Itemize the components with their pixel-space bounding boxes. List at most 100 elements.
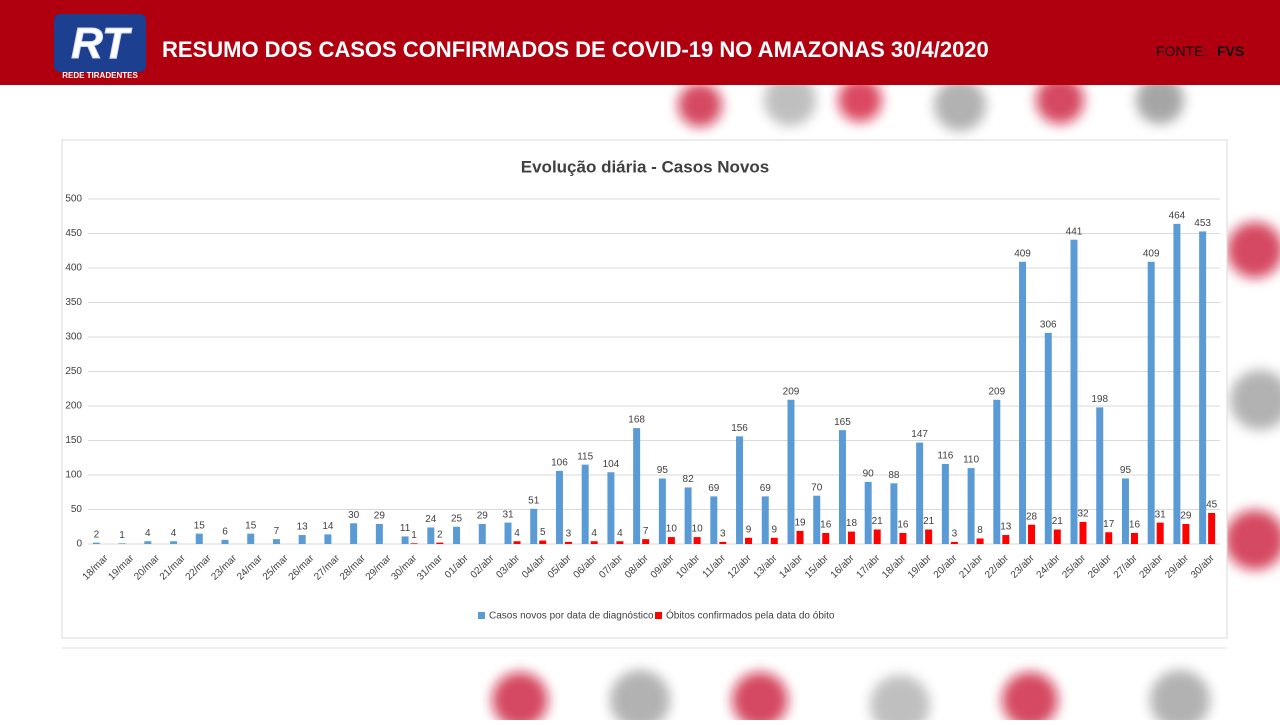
value-label: 30 xyxy=(348,510,360,521)
bar xyxy=(658,478,666,544)
bar xyxy=(899,532,907,544)
logo-box xyxy=(54,14,146,72)
value-label: 156 xyxy=(731,423,748,434)
value-label: 3 xyxy=(952,529,958,540)
value-label: 18 xyxy=(846,518,858,529)
bar xyxy=(170,541,178,544)
header-title: RESUMO DOS CASOS CONFIRMADOS DE COVID-19… xyxy=(162,37,989,62)
bar xyxy=(873,529,881,544)
y-tick-label: 100 xyxy=(65,470,82,481)
value-label: 306 xyxy=(1040,320,1057,331)
value-label: 7 xyxy=(274,526,280,537)
logo: RT xyxy=(71,19,132,68)
value-label: 19 xyxy=(794,518,806,529)
bar xyxy=(1199,231,1207,544)
value-label: 69 xyxy=(708,483,720,494)
bar xyxy=(633,428,641,544)
value-label: 24 xyxy=(425,514,437,525)
value-label: 2 xyxy=(94,529,100,540)
value-label: 104 xyxy=(603,459,620,470)
bar xyxy=(667,537,675,544)
bar xyxy=(684,487,692,544)
bar xyxy=(1182,523,1190,544)
bar xyxy=(590,541,598,544)
value-label: 1 xyxy=(411,530,417,541)
bar xyxy=(555,470,563,544)
value-label: 409 xyxy=(1143,248,1160,259)
value-label: 95 xyxy=(657,465,669,476)
bar xyxy=(144,541,152,544)
value-label: 90 xyxy=(863,469,875,480)
legend-swatch xyxy=(478,612,485,619)
bar xyxy=(92,542,100,544)
bar xyxy=(1070,239,1078,544)
bar xyxy=(504,522,512,544)
y-tick-label: 400 xyxy=(65,263,82,274)
value-label: 31 xyxy=(1155,509,1167,520)
value-label: 10 xyxy=(666,524,678,535)
value-label: 8 xyxy=(977,525,983,536)
bar xyxy=(375,523,383,544)
legend-label: Casos novos por data de diagnóstico xyxy=(489,611,654,622)
bar xyxy=(513,541,521,544)
value-label: 70 xyxy=(811,482,823,493)
value-label: 45 xyxy=(1206,500,1218,511)
value-label: 69 xyxy=(760,483,772,494)
value-label: 29 xyxy=(1180,511,1192,522)
value-label: 14 xyxy=(322,521,334,532)
bar xyxy=(607,472,615,544)
bar xyxy=(564,541,572,544)
bar xyxy=(436,542,444,544)
bar xyxy=(1147,261,1155,544)
value-label: 453 xyxy=(1194,218,1211,229)
bar xyxy=(410,543,418,544)
bar xyxy=(1121,478,1129,544)
chart-panel xyxy=(61,139,1228,639)
bar xyxy=(847,531,855,544)
bar xyxy=(1002,535,1010,544)
value-label: 2 xyxy=(437,529,443,540)
logo-subtitle: REDE TIRADENTES xyxy=(62,71,138,80)
bar xyxy=(642,539,650,544)
value-label: 29 xyxy=(374,511,386,522)
bar xyxy=(272,539,280,544)
value-label: 4 xyxy=(591,528,597,539)
bar xyxy=(1173,223,1181,544)
value-label: 88 xyxy=(888,470,900,481)
bar xyxy=(1053,529,1061,544)
value-label: 10 xyxy=(692,524,704,535)
y-tick-label: 450 xyxy=(65,228,82,239)
bar xyxy=(221,539,229,544)
value-label: 3 xyxy=(566,529,572,540)
bar xyxy=(350,523,358,544)
bar xyxy=(976,538,984,544)
value-label: 16 xyxy=(820,520,832,531)
bar xyxy=(581,464,589,544)
value-label: 3 xyxy=(720,529,726,540)
legend-label: Óbitos confirmados pela data do óbito xyxy=(666,609,835,622)
bar xyxy=(298,535,306,544)
value-label: 147 xyxy=(911,429,928,440)
value-label: 9 xyxy=(746,524,752,535)
value-label: 32 xyxy=(1077,509,1089,520)
value-label: 409 xyxy=(1014,248,1031,259)
bar xyxy=(993,399,1001,544)
value-label: 17 xyxy=(1103,519,1115,530)
bar xyxy=(453,526,461,544)
bar xyxy=(710,496,718,544)
legend-swatch xyxy=(655,612,662,619)
value-label: 110 xyxy=(963,455,979,466)
bar xyxy=(616,541,624,544)
value-label: 31 xyxy=(502,509,514,520)
value-label: 116 xyxy=(937,451,953,462)
header-bar xyxy=(0,0,1280,85)
value-label: 29 xyxy=(477,511,489,522)
bar xyxy=(890,483,898,544)
y-tick-label: 0 xyxy=(76,539,82,550)
bar xyxy=(864,481,872,544)
bar xyxy=(1019,261,1027,544)
value-label: 4 xyxy=(617,528,623,539)
value-label: 9 xyxy=(771,524,777,535)
bar xyxy=(478,523,486,544)
